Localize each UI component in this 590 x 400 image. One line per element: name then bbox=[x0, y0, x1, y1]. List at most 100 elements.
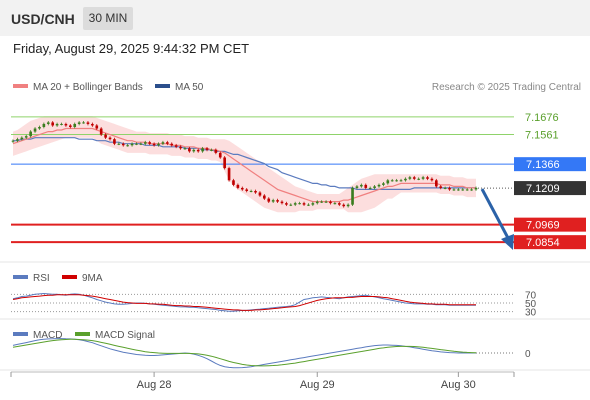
candles bbox=[11, 121, 478, 208]
last-price-tag bbox=[514, 181, 586, 196]
candle-body bbox=[214, 149, 218, 153]
support-label: 7.0969 bbox=[526, 220, 560, 232]
x-tick-label: Aug 30 bbox=[441, 379, 476, 391]
candle-body bbox=[298, 203, 301, 205]
candle-body bbox=[271, 200, 275, 202]
candle-body bbox=[355, 186, 359, 188]
candle-body bbox=[351, 187, 354, 205]
candle-body bbox=[465, 189, 469, 191]
candle-body bbox=[148, 142, 152, 144]
top-bar: USD/CNH 30 MIN bbox=[0, 0, 590, 36]
macd-signal-legend-label: MACD Signal bbox=[95, 330, 155, 341]
candle-body bbox=[267, 198, 271, 202]
symbol-title: USD/CNH bbox=[11, 11, 75, 27]
candle-body bbox=[439, 186, 443, 188]
support-label: 7.0854 bbox=[526, 237, 560, 249]
candle-body bbox=[258, 192, 262, 196]
candle-body bbox=[368, 187, 372, 189]
candle-body bbox=[38, 126, 41, 129]
candle-body bbox=[263, 195, 266, 199]
support-tag bbox=[514, 217, 586, 232]
candle-body bbox=[434, 180, 438, 187]
resistance-label: 7.1561 bbox=[525, 129, 559, 141]
rsi-ma-legend-label: 9MA bbox=[82, 273, 103, 284]
candle-body bbox=[448, 187, 451, 190]
candle-body bbox=[166, 142, 169, 144]
pivot-label: 7.1366 bbox=[526, 159, 560, 171]
candle-body bbox=[73, 123, 77, 127]
candle-body bbox=[183, 148, 187, 150]
candle-body bbox=[373, 186, 376, 188]
candle-body bbox=[77, 122, 81, 124]
candle-body bbox=[342, 204, 346, 207]
candle-body bbox=[126, 145, 129, 147]
candle-body bbox=[210, 149, 213, 151]
ma20-legend-label: MA 20 + Bollinger Bands bbox=[33, 82, 143, 93]
candle-body bbox=[113, 139, 116, 144]
candle-body bbox=[161, 142, 165, 144]
candle-body bbox=[196, 149, 200, 152]
price-levels: 7.1676 7.1561 7.1366 7.1209 7.0969 7.0854 bbox=[11, 112, 586, 250]
candle-body bbox=[329, 201, 332, 204]
interval-button[interactable]: 30 MIN bbox=[83, 7, 133, 30]
candle-body bbox=[11, 140, 15, 142]
candle-body bbox=[91, 123, 94, 126]
rsi-legend-label: RSI bbox=[33, 273, 50, 284]
candle-body bbox=[293, 203, 297, 205]
candle-body bbox=[364, 184, 368, 188]
rsi-level-label: 70 bbox=[525, 290, 537, 301]
candle-body bbox=[426, 177, 429, 179]
candle-body bbox=[324, 201, 328, 203]
candle-body bbox=[470, 189, 473, 191]
ma50-line bbox=[13, 137, 476, 190]
last-price-label: 7.1209 bbox=[526, 183, 560, 195]
macd-legend-swatch bbox=[13, 332, 28, 336]
candle-body bbox=[42, 123, 46, 127]
rsi-line bbox=[12, 292, 476, 312]
rsi-level-label: 30 bbox=[525, 308, 537, 319]
candle-body bbox=[69, 125, 72, 127]
candle-body bbox=[55, 123, 59, 126]
candle-body bbox=[130, 143, 134, 146]
candle-body bbox=[302, 203, 306, 205]
rsi-ma-line bbox=[12, 294, 476, 311]
candle-body bbox=[99, 128, 103, 135]
forecast-arrow bbox=[480, 188, 514, 250]
candle-body bbox=[152, 143, 156, 146]
candle-body bbox=[170, 143, 174, 146]
candle-body bbox=[179, 146, 182, 149]
candle-body bbox=[143, 142, 147, 144]
support-tag bbox=[514, 235, 586, 250]
candle-body bbox=[346, 204, 350, 207]
candle-body bbox=[205, 148, 209, 150]
x-axis: Aug 28 Aug 29 Aug 30 bbox=[10, 372, 515, 391]
candle-body bbox=[311, 203, 315, 205]
candle-body bbox=[51, 122, 55, 126]
candle-body bbox=[457, 189, 460, 191]
candle-body bbox=[64, 123, 68, 126]
candle-body bbox=[412, 177, 416, 179]
pivot-tag bbox=[514, 157, 586, 172]
rsi-legend-swatch bbox=[13, 275, 28, 279]
timestamp: Friday, August 29, 2025 9:44:32 PM CET bbox=[13, 41, 250, 56]
candle-body bbox=[20, 137, 24, 140]
candle-body bbox=[417, 178, 420, 180]
candle-body bbox=[461, 189, 465, 191]
candle-body bbox=[16, 139, 19, 141]
macd-line bbox=[12, 338, 476, 369]
candle-body bbox=[104, 134, 107, 138]
macd-signal-line bbox=[12, 338, 477, 367]
candle-body bbox=[443, 187, 447, 189]
candle-body bbox=[452, 189, 456, 191]
candle-body bbox=[223, 157, 226, 169]
candle-body bbox=[382, 183, 385, 185]
ma20-legend-swatch bbox=[13, 84, 28, 88]
candle-body bbox=[240, 187, 244, 190]
candle-body bbox=[390, 180, 394, 182]
candle-body bbox=[249, 190, 253, 192]
x-tick-label: Aug 29 bbox=[300, 379, 335, 391]
candle-body bbox=[474, 187, 478, 190]
candle-body bbox=[421, 177, 425, 179]
